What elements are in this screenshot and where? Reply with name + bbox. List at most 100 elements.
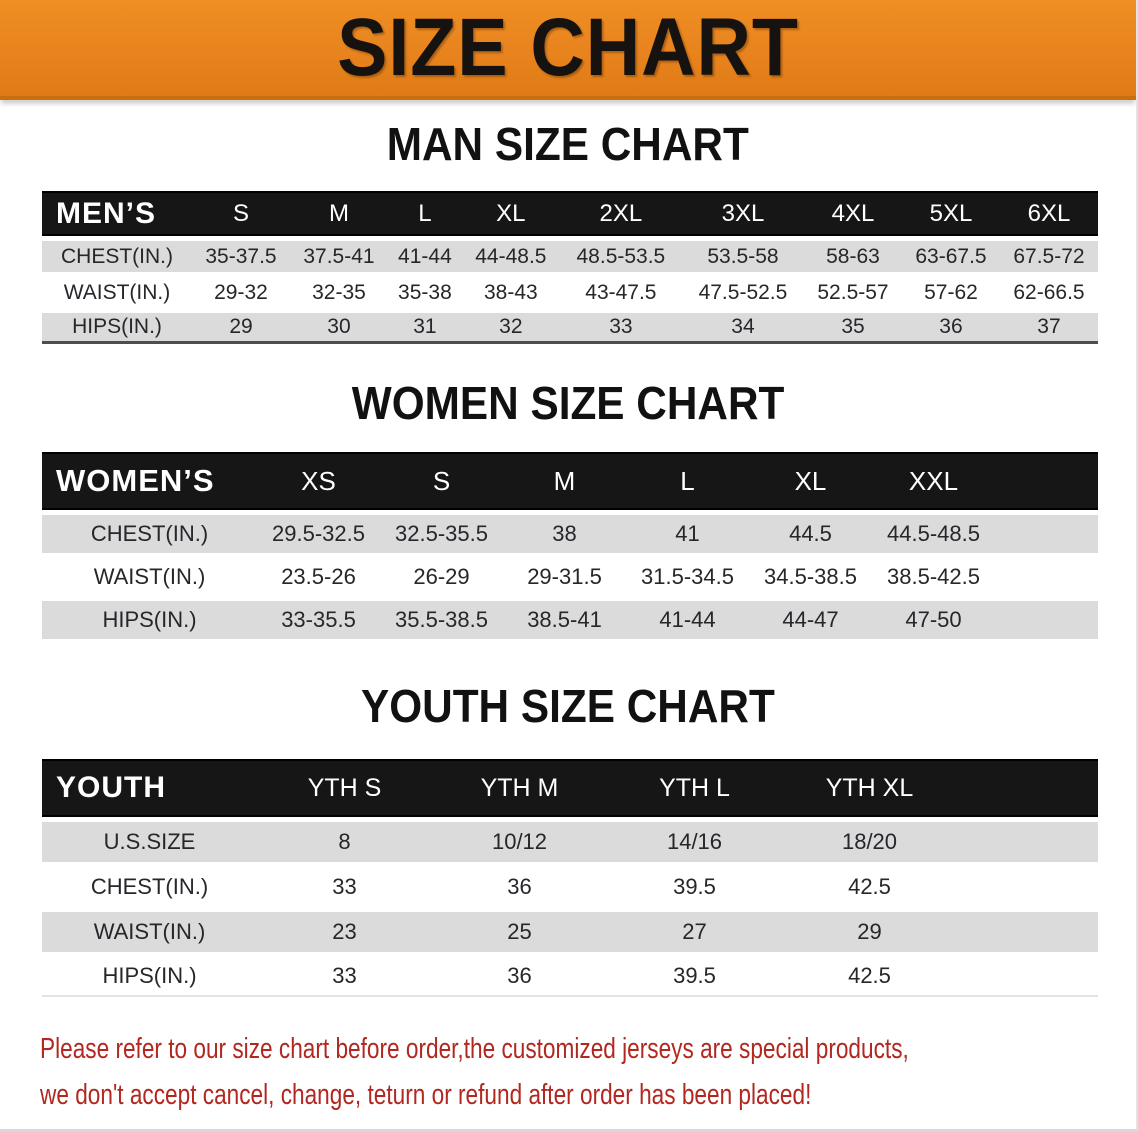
size-value: 35-38 [387,277,462,308]
size-value: 36 [432,957,607,997]
men-size-table: MEN’S S M L XL 2XL 3XL 4XL 5XL 6XL CHEST(IN.) 35-37… [42,186,1098,349]
size-value: 41-44 [626,601,749,639]
size-column-header: M [503,452,626,510]
table-header-label: YOUTH [42,759,257,817]
size-value: 57-62 [901,277,1000,308]
size-value: 32 [461,313,560,344]
size-value: 36 [432,867,607,907]
size-value: 42.5 [782,957,957,997]
size-value: 8 [257,822,432,862]
size-value: 38.5-42.5 [872,558,995,596]
row-filler [957,957,1098,997]
size-column-header: XL [461,191,560,236]
size-value: 38-43 [461,277,560,308]
row-label: CHEST(IN.) [42,241,192,272]
table-row: HIPS(IN.) 29 30 31 32 33 34 35 36 37 [42,313,1098,344]
size-column-header: YTH L [607,759,782,817]
size-column-header: M [289,191,388,236]
banner-title: SIZE CHART [337,2,799,93]
size-value: 33 [257,867,432,907]
size-column-header: S [380,452,503,510]
row-filler [957,912,1098,952]
row-label: HIPS(IN.) [42,601,257,639]
youth-size-table: YOUTH YTH S YTH M YTH L YTH XL U.S.SIZE 8 10/12… [42,754,1098,1002]
section-men: MAN SIZE CHART MEN’S S M L XL 2XL 3XL 4XL 5XL 6XL… [0,118,1136,349]
size-value: 10/12 [432,822,607,862]
size-value: 53.5-58 [681,241,804,272]
size-value: 39.5 [607,867,782,907]
row-filler [995,558,1098,596]
size-value: 52.5-57 [804,277,902,308]
row-label: HIPS(IN.) [42,313,192,344]
size-value: 18/20 [782,822,957,862]
row-label: U.S.SIZE [42,822,257,862]
size-value: 67.5-72 [999,241,1098,272]
header-filler [957,759,1098,817]
row-filler [957,822,1098,862]
size-value: 36 [901,313,1000,344]
size-column-header: L [626,452,749,510]
size-column-header: 2XL [559,191,682,236]
table-header-label: WOMEN’S [42,452,257,510]
size-column-header: 6XL [999,191,1098,236]
table-header-row: WOMEN’S XS S M L XL XXL [42,452,1098,510]
size-value: 43-47.5 [559,277,682,308]
size-value: 37 [999,313,1098,344]
row-label: HIPS(IN.) [42,957,257,997]
women-section-heading: WOMEN SIZE CHART [351,377,785,429]
size-value: 58-63 [804,241,902,272]
size-column-header: 3XL [681,191,804,236]
table-header-row: YOUTH YTH S YTH M YTH L YTH XL [42,759,1098,817]
size-column-header: XXL [872,452,995,510]
size-column-header: S [192,191,290,236]
row-filler [995,601,1098,639]
table-row: CHEST(IN.) 29.5-32.5 32.5-35.5 38 41 44.5 44.5… [42,515,1098,553]
size-value: 33 [559,313,682,344]
women-size-table: WOMEN’S XS S M L XL XXL CHEST(IN.) 29.5-32.5 32.5… [42,447,1098,644]
size-value: 23 [257,912,432,952]
size-value: 47-50 [872,601,995,639]
table-row: WAIST(IN.) 23 25 27 29 [42,912,1098,952]
size-value: 44.5-48.5 [872,515,995,553]
size-value: 29-31.5 [503,558,626,596]
size-value: 44-47 [749,601,872,639]
size-value: 33 [257,957,432,997]
size-value: 35.5-38.5 [380,601,503,639]
section-youth: YOUTH SIZE CHART YOUTH YTH S YTH M YTH L YTH… [0,680,1136,1002]
size-column-header: YTH XL [782,759,957,817]
section-women: WOMEN SIZE CHART WOMEN’S XS S M L XL XXL CHEST(… [0,377,1136,644]
size-value: 30 [289,313,388,344]
size-value: 38.5-41 [503,601,626,639]
row-label: CHEST(IN.) [42,867,257,907]
size-value: 29-32 [192,277,290,308]
men-section-heading: MAN SIZE CHART [386,118,750,170]
disclaimer-line-1: Please refer to our size chart before or… [40,1033,909,1065]
row-filler [957,867,1098,907]
size-column-header: XS [257,452,380,510]
size-value: 39.5 [607,957,782,997]
table-header-label: MEN’S [42,191,192,236]
row-label: WAIST(IN.) [42,912,257,952]
row-label: WAIST(IN.) [42,277,192,308]
size-value: 32.5-35.5 [380,515,503,553]
table-header-row: MEN’S S M L XL 2XL 3XL 4XL 5XL 6XL [42,191,1098,236]
size-value: 31.5-34.5 [626,558,749,596]
table-row: HIPS(IN.) 33 36 39.5 42.5 [42,957,1098,997]
size-value: 33-35.5 [257,601,380,639]
youth-section-heading: YOUTH SIZE CHART [361,680,775,732]
size-value: 25 [432,912,607,952]
size-column-header: XL [749,452,872,510]
size-column-header: YTH M [432,759,607,817]
size-value: 26-29 [380,558,503,596]
size-value: 34.5-38.5 [749,558,872,596]
size-column-header: YTH S [257,759,432,817]
footer-disclaimer: Please refer to our size chart before or… [40,1026,1136,1118]
size-value: 41-44 [387,241,462,272]
size-column-header: 4XL [804,191,902,236]
size-value: 37.5-41 [289,241,388,272]
size-value: 32-35 [289,277,388,308]
size-value: 42.5 [782,867,957,907]
size-value: 35-37.5 [192,241,290,272]
table-row: HIPS(IN.) 33-35.5 35.5-38.5 38.5-41 41-44 44-… [42,601,1098,639]
